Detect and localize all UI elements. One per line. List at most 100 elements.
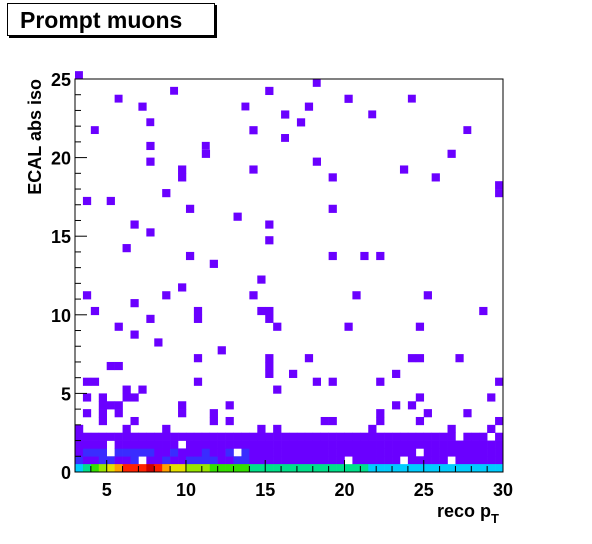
- histogram-bin: [320, 448, 329, 457]
- histogram-bin-iso0: [289, 464, 298, 473]
- histogram-bin: [193, 377, 203, 386]
- histogram-bin: [146, 228, 155, 237]
- histogram-bin: [249, 291, 258, 300]
- histogram-bin: [296, 432, 306, 441]
- y-tick-label: 5: [61, 384, 71, 404]
- x-tick-label: 10: [176, 480, 196, 500]
- histogram-bin: [114, 361, 123, 371]
- histogram-bin: [217, 448, 226, 457]
- histogram-bin: [360, 448, 369, 457]
- histogram-bin: [447, 432, 456, 441]
- histogram-bin: [352, 448, 361, 457]
- histogram-bin-iso0: [75, 464, 84, 473]
- histogram-bin: [479, 456, 488, 465]
- histogram-bin: [122, 244, 131, 253]
- histogram-bin: [217, 432, 226, 441]
- histogram-bin: [98, 409, 108, 418]
- histogram-bin: [289, 456, 298, 465]
- histogram-bin: [162, 448, 171, 457]
- histogram-bin: [368, 456, 377, 465]
- histogram-bin-iso0: [193, 464, 203, 473]
- histogram-bin: [439, 456, 448, 465]
- plot-frame: [74, 78, 504, 473]
- histogram-bin: [423, 409, 432, 418]
- histogram-bin: [368, 424, 377, 433]
- histogram-bin: [146, 432, 155, 441]
- histogram-bin: [193, 432, 203, 441]
- histogram-bin: [289, 369, 298, 378]
- histogram-bin: [455, 440, 464, 449]
- histogram-bin: [376, 432, 385, 441]
- histogram-bin: [463, 456, 472, 465]
- histogram-bin: [193, 440, 203, 449]
- histogram-bin: [209, 409, 218, 418]
- histogram-bin: [209, 259, 218, 268]
- histogram-bin: [130, 456, 139, 465]
- histogram-bin: [479, 448, 488, 457]
- x-tick-label: 20: [334, 480, 354, 500]
- histogram-bin-iso0: [178, 464, 187, 473]
- histogram-bin-iso0: [106, 464, 115, 473]
- x-tick-label: 25: [414, 480, 434, 500]
- histogram-bin: [233, 212, 242, 221]
- histogram-bin: [114, 440, 123, 449]
- histogram-bin: [320, 440, 329, 449]
- histogram-bin: [154, 440, 163, 449]
- histogram-bin-iso0: [399, 464, 409, 473]
- histogram-bin: [193, 306, 203, 316]
- histogram-bin: [225, 440, 234, 449]
- histogram-bin-iso0: [479, 464, 488, 473]
- histogram-bin: [98, 456, 108, 465]
- histogram-bin: [75, 432, 84, 441]
- histogram-bin: [479, 306, 488, 316]
- histogram-bin: [249, 126, 258, 135]
- histogram-bin-iso0: [114, 464, 123, 473]
- histogram-bin: [114, 94, 123, 103]
- histogram-bin: [415, 393, 425, 402]
- histogram-bin: [122, 424, 131, 433]
- histogram-bin-iso0: [407, 464, 417, 473]
- histogram-bin-iso0: [170, 464, 179, 473]
- histogram-bin: [273, 432, 282, 441]
- histogram-bin: [106, 361, 115, 371]
- histogram-bin: [209, 456, 218, 465]
- histogram-bin: [384, 432, 393, 441]
- histogram-bin: [360, 251, 369, 261]
- histogram-bin: [265, 448, 274, 457]
- histogram-bin-iso0: [233, 464, 242, 473]
- histogram-bin: [495, 377, 504, 386]
- histogram-bin: [162, 189, 171, 198]
- histogram-bin: [201, 456, 211, 465]
- histogram-bin: [265, 86, 274, 96]
- histogram-bin: [82, 440, 92, 449]
- histogram-bin: [392, 401, 401, 410]
- histogram-bin: [447, 149, 456, 158]
- histogram-bin: [233, 432, 242, 441]
- histogram-bin-iso0: [304, 464, 314, 473]
- histogram-bin: [146, 448, 155, 457]
- histogram-bin: [336, 432, 345, 441]
- histogram-bin: [75, 448, 84, 457]
- histogram-bin-iso0: [336, 464, 345, 473]
- histogram-bin: [82, 409, 92, 418]
- y-tick-label: 10: [51, 306, 71, 326]
- histogram-bin: [296, 456, 306, 465]
- histogram-bin: [162, 424, 171, 433]
- histogram-bin: [289, 432, 298, 441]
- histogram-bin: [471, 440, 480, 449]
- histogram-bin: [320, 416, 329, 426]
- histogram-bin: [423, 456, 432, 465]
- histogram-bin: [265, 314, 274, 323]
- histogram-bin: [415, 440, 425, 449]
- histogram-bin: [455, 354, 464, 363]
- histogram-bin: [312, 440, 322, 449]
- y-axis-title: ECAL abs iso: [25, 79, 45, 195]
- histogram-bin: [241, 456, 250, 465]
- histogram-bin: [479, 440, 488, 449]
- histogram-bin: [360, 440, 369, 449]
- histogram-bin-iso0: [249, 464, 258, 473]
- histogram-bin: [82, 393, 92, 402]
- histogram-bin-iso0: [90, 464, 100, 473]
- histogram-bin: [407, 354, 417, 363]
